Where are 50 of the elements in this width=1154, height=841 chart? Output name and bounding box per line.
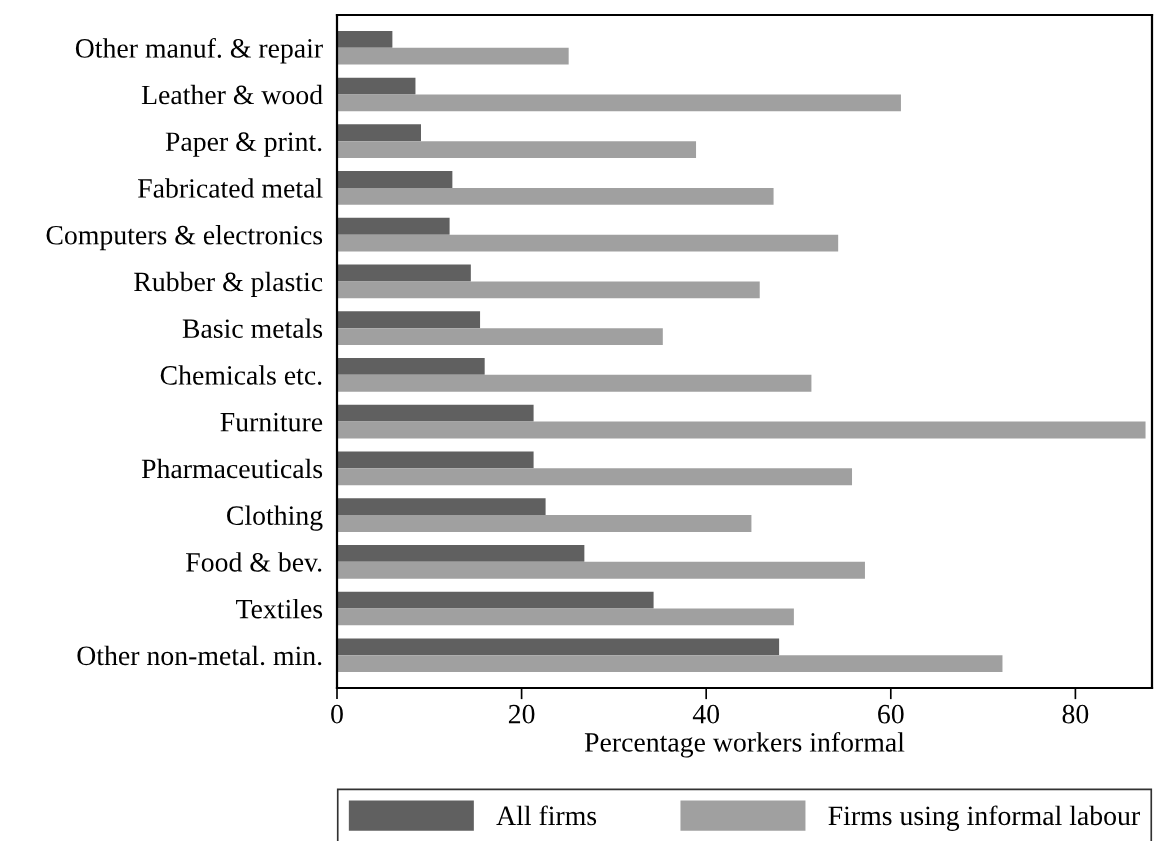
- y-tick-label: Clothing: [227, 505, 323, 531]
- y-tick-label: Fabricated metal: [138, 178, 323, 198]
- y-tick-label: Food & bev.: [186, 552, 322, 572]
- bar: [337, 515, 752, 532]
- bar: [337, 30, 393, 48]
- bar: [337, 264, 471, 282]
- x-tick-label: 40: [692, 704, 720, 724]
- y-tick-label: Basic metals: [182, 318, 323, 339]
- bar: [337, 608, 794, 626]
- bar: [337, 561, 865, 579]
- bar: [337, 124, 421, 142]
- bar: [337, 451, 534, 469]
- x-tick-label: 60: [878, 704, 904, 724]
- bar: [337, 358, 485, 375]
- y-tick-label: Computers & electronics: [46, 225, 323, 251]
- bar: [337, 544, 585, 562]
- y-tick-label: Pharmaceuticals: [141, 458, 323, 479]
- bar: [337, 94, 901, 112]
- bar: [337, 234, 839, 252]
- x-axis-title: Percentage workers informal: [584, 731, 905, 758]
- bar: [337, 187, 774, 205]
- bar: [337, 374, 812, 392]
- x-tick-label: 80: [1062, 704, 1089, 724]
- y-tick-label: Chemicals etc.: [160, 365, 322, 385]
- y-tick-label: Leather & wood: [141, 84, 323, 105]
- bar: [337, 498, 546, 516]
- y-tick-label: Textiles: [236, 598, 323, 619]
- y-tick-label: Paper & print.: [165, 132, 322, 157]
- legend-label: Firms using informal labour: [828, 805, 1140, 831]
- y-tick-label: Rubber & plastic: [134, 271, 323, 297]
- bar: [337, 77, 416, 95]
- y-tick-label: Furniture: [220, 412, 323, 432]
- bar: [337, 47, 569, 65]
- bar: [337, 421, 1146, 439]
- x-tick-label: 0: [331, 704, 343, 724]
- bar: [337, 591, 654, 609]
- bar: [337, 171, 453, 188]
- bar: [337, 217, 450, 235]
- bar: [337, 468, 853, 486]
- y-tick-label: Other non-metal. min.: [77, 645, 322, 666]
- legend-label: All firms: [496, 805, 597, 826]
- bar: [337, 281, 760, 299]
- bar: [337, 311, 481, 329]
- x-tick-label: 20: [508, 704, 535, 724]
- bar: [337, 328, 663, 345]
- bar: [337, 404, 534, 422]
- y-tick-label: Other manuf. & repair: [75, 37, 323, 64]
- bar: [337, 141, 697, 159]
- bar: [337, 655, 1003, 673]
- bar: [337, 638, 780, 656]
